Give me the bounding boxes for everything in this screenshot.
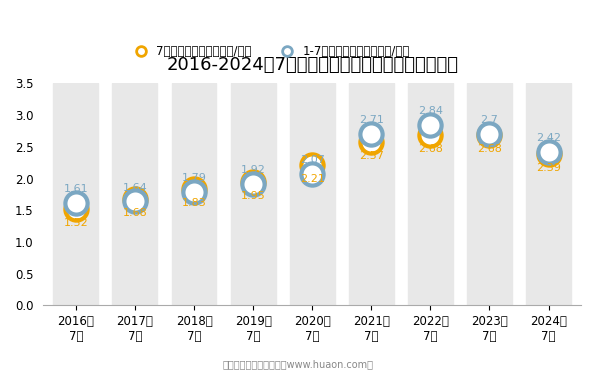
Text: 2.7: 2.7	[480, 115, 498, 125]
Text: 2.68: 2.68	[418, 144, 443, 154]
Bar	[172, 84, 216, 305]
1-7月期货成交均价（万元/手）	[486, 132, 493, 137]
Line: 1-7月期货成交均价（万元/手）: 1-7月期货成交均价（万元/手）	[65, 114, 560, 214]
1-7月期货成交均价（万元/手）	[427, 123, 434, 128]
1-7月期货成交均价（万元/手）	[368, 131, 375, 136]
1-7月期货成交均价（万元/手）	[309, 172, 316, 176]
1-7月期货成交均价（万元/手）	[250, 181, 257, 186]
Text: 2.39: 2.39	[536, 163, 561, 173]
Text: 2.21: 2.21	[300, 174, 325, 184]
Bar	[231, 84, 275, 305]
Bar	[349, 84, 394, 305]
Bar	[290, 84, 334, 305]
1-7月期货成交均价（万元/手）	[131, 199, 138, 204]
Text: 2.71: 2.71	[359, 115, 384, 125]
Bar	[526, 84, 571, 305]
7月期货成交均价（万元/手）	[191, 187, 198, 192]
Line: 7月期货成交均价（万元/手）: 7月期货成交均价（万元/手）	[65, 124, 560, 220]
Text: 1.61: 1.61	[64, 184, 88, 194]
Bar	[54, 84, 98, 305]
Text: 1.79: 1.79	[182, 173, 206, 183]
Text: 1.92: 1.92	[241, 165, 266, 175]
Text: 1.95: 1.95	[241, 191, 265, 201]
Text: 1.68: 1.68	[123, 208, 147, 218]
Bar	[467, 84, 512, 305]
7月期货成交均价（万元/手）	[368, 140, 375, 145]
Text: 2.68: 2.68	[477, 144, 502, 154]
Text: 2.84: 2.84	[418, 106, 443, 116]
Text: 1.83: 1.83	[182, 198, 206, 208]
Text: 2.57: 2.57	[359, 151, 384, 161]
Text: 制图：华经产业研究院（www.huaon.com）: 制图：华经产业研究院（www.huaon.com）	[222, 359, 374, 369]
7月期货成交均价（万元/手）	[427, 133, 434, 138]
Text: 2.07: 2.07	[300, 155, 325, 165]
7月期货成交均价（万元/手）	[131, 197, 138, 201]
Title: 2016-2024年7月大连商品交易所玉米期货成交均价: 2016-2024年7月大连商品交易所玉米期货成交均价	[166, 56, 458, 73]
Text: 2.42: 2.42	[536, 133, 561, 143]
Legend: 7月期货成交均价（万元/手）, 1-7月期货成交均价（万元/手）: 7月期货成交均价（万元/手）, 1-7月期货成交均价（万元/手）	[124, 41, 414, 63]
1-7月期货成交均价（万元/手）	[72, 201, 79, 206]
7月期货成交均价（万元/手）	[72, 207, 79, 211]
Bar	[113, 84, 157, 305]
1-7月期货成交均价（万元/手）	[191, 189, 198, 194]
Text: 1.64: 1.64	[123, 182, 147, 192]
Text: 1.52: 1.52	[63, 218, 88, 228]
7月期货成交均价（万元/手）	[250, 179, 257, 184]
7月期货成交均价（万元/手）	[309, 163, 316, 167]
7月期货成交均价（万元/手）	[545, 151, 552, 156]
7月期货成交均价（万元/手）	[486, 133, 493, 138]
Bar	[408, 84, 453, 305]
1-7月期货成交均价（万元/手）	[545, 150, 552, 154]
